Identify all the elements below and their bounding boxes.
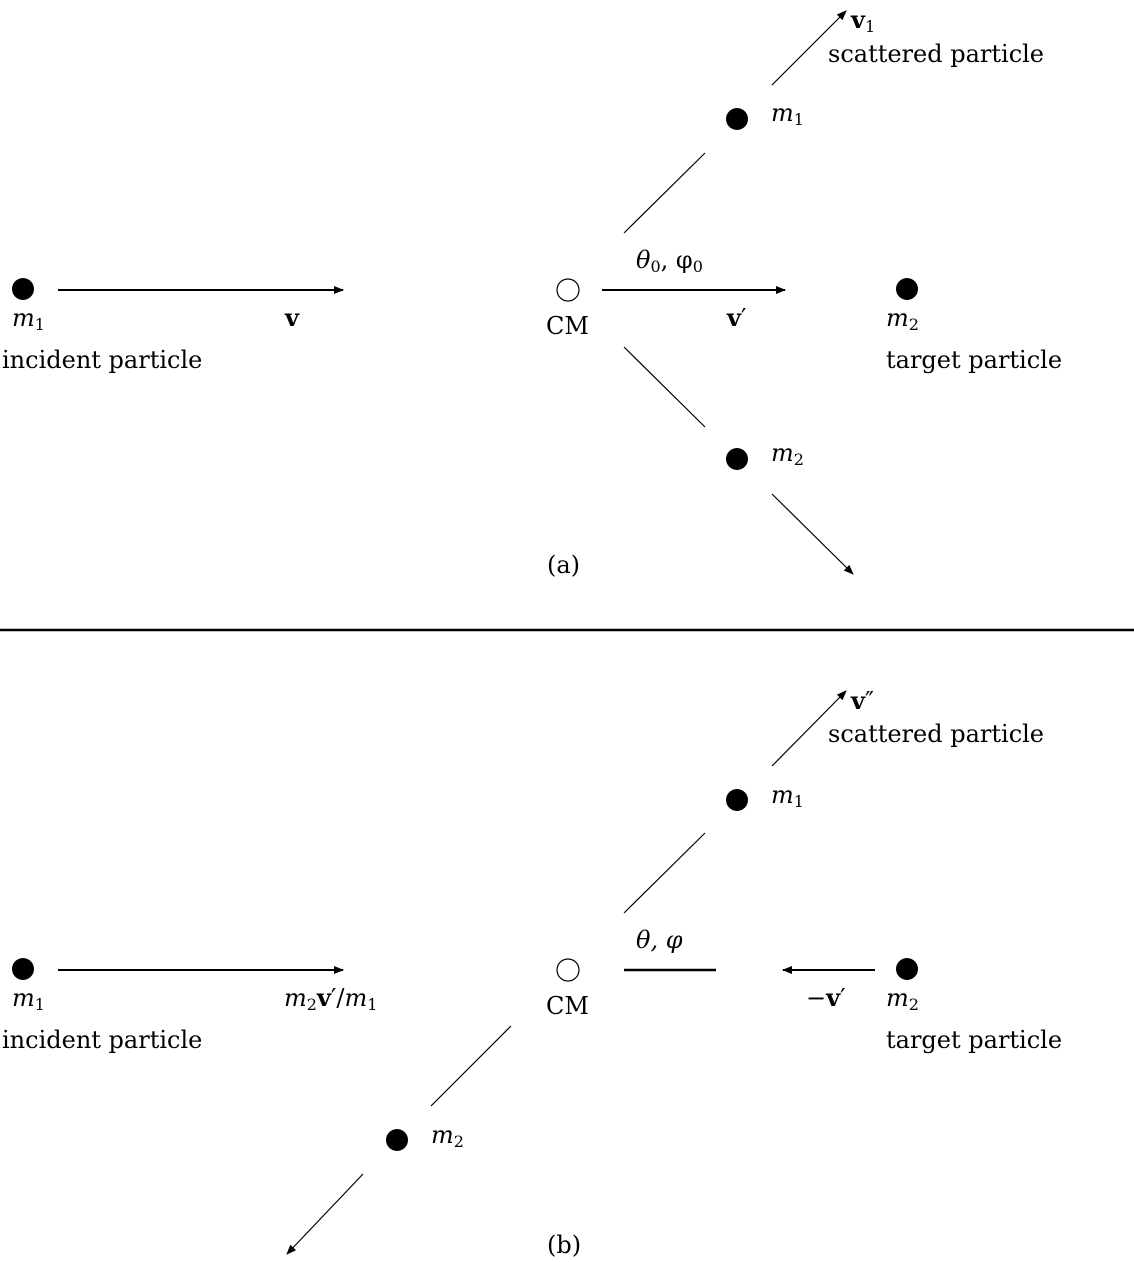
target-velocity-label: −v′ (806, 983, 846, 1012)
scattered-mass-label: m1 (771, 99, 804, 129)
recoil-mass-label: m2 (771, 439, 804, 469)
cm-velocity-label: v′ (726, 303, 746, 332)
incident-velocity-label: m2v′/m1 (284, 983, 377, 1014)
panel-a: m1 incident particle v CM θ0, φ0 v′ m2 t… (2, 5, 1062, 579)
recoil-path-line (430, 1025, 512, 1107)
cm-angles-label: θ, φ (636, 926, 683, 954)
incident-particle-dot (12, 958, 34, 980)
recoil-path-line (623, 346, 706, 428)
cm-label: CM (546, 992, 589, 1020)
recoil-mass-label: m2 (431, 1121, 464, 1151)
scattered-velocity-arrow (771, 690, 847, 767)
cm-marker (556, 958, 580, 982)
scattered-particle-dot (726, 789, 748, 811)
scattered-particle-label: scattered particle (828, 720, 1044, 748)
recoil-particle-dot (386, 1129, 408, 1151)
scattered-path-line (623, 152, 706, 234)
recoil-particle-dot (726, 448, 748, 470)
target-particle-label: target particle (886, 1026, 1062, 1054)
scattered-velocity-arrow (771, 10, 847, 86)
cm-label: CM (546, 312, 589, 340)
panel-b: m1 incident particle m2v′/m1 CM θ, φ −v′… (2, 686, 1062, 1259)
target-particle-dot (896, 278, 918, 300)
panel-a-caption: (a) (547, 551, 580, 579)
recoil-velocity-arrow (771, 493, 854, 575)
target-mass-label: m2 (886, 984, 919, 1014)
target-particle-dot (896, 958, 918, 980)
incident-particle-label: incident particle (2, 1026, 202, 1054)
scattered-velocity-label: v″ (850, 686, 874, 715)
scattered-velocity-label: v1 (850, 5, 875, 36)
incident-mass-label: m1 (12, 304, 45, 334)
scattered-particle-dot (726, 108, 748, 130)
scattered-mass-label: m1 (771, 781, 804, 811)
incident-particle-dot (12, 278, 34, 300)
target-mass-label: m2 (886, 304, 919, 334)
incident-velocity-label: v (284, 303, 300, 332)
target-particle-label: target particle (886, 346, 1062, 374)
scattered-path-line (623, 832, 706, 914)
cm-angles-label: θ0, φ0 (636, 246, 703, 276)
cm-marker (556, 278, 580, 302)
recoil-velocity-arrow (286, 1173, 364, 1255)
scattered-particle-label: scattered particle (828, 40, 1044, 68)
incident-mass-label: m1 (12, 984, 45, 1014)
panel-b-caption: (b) (547, 1231, 581, 1259)
incident-particle-label: incident particle (2, 346, 202, 374)
